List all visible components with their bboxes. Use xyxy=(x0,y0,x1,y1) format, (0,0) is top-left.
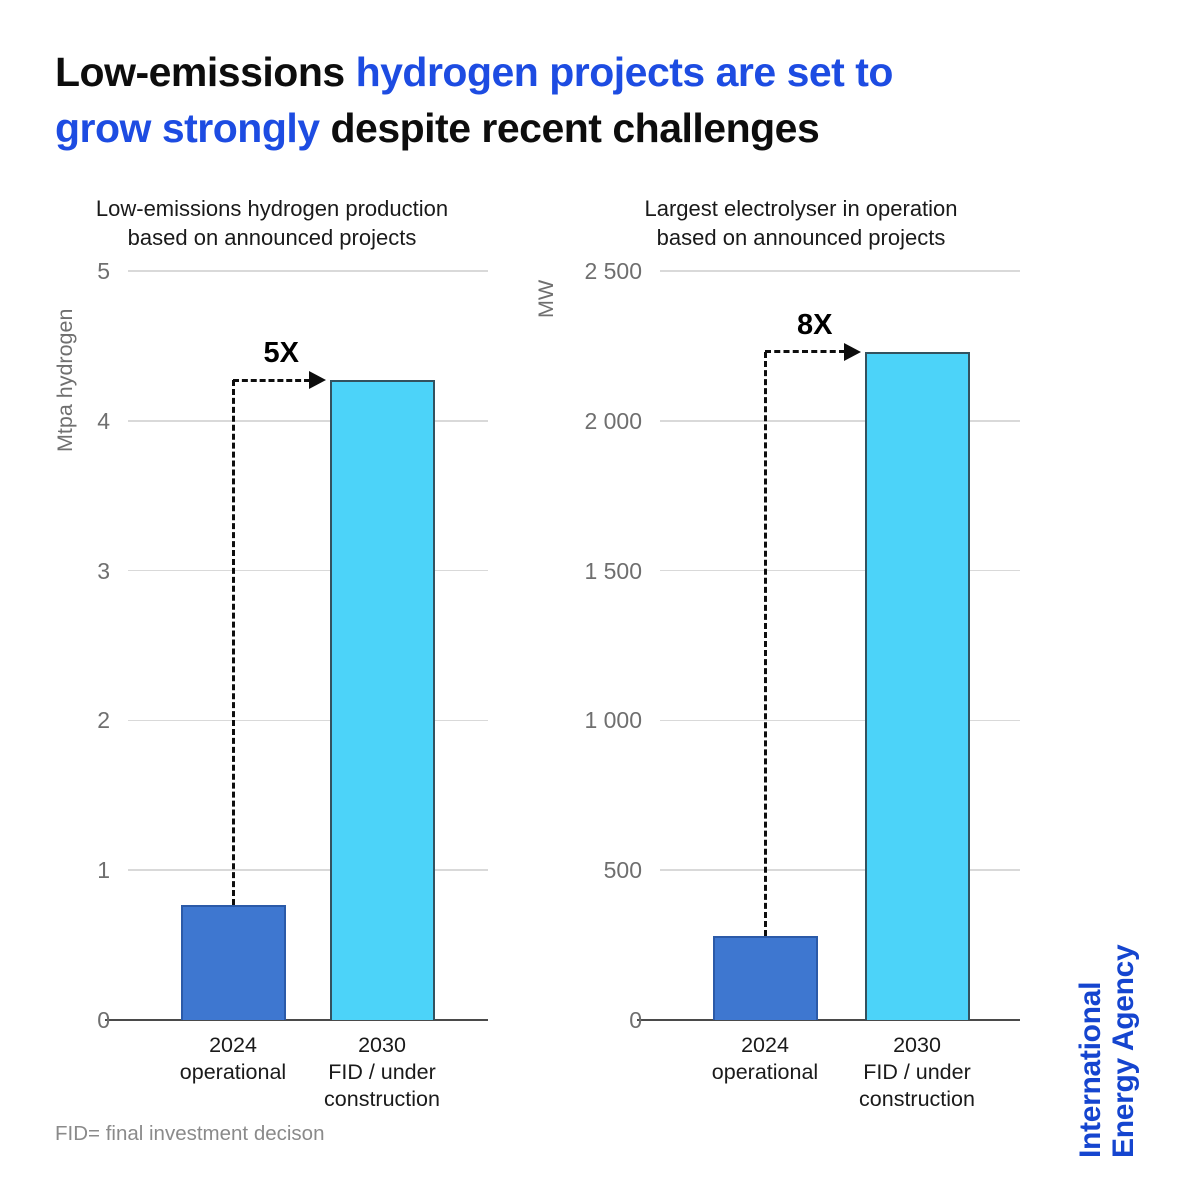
title-accent-2: grow strongly xyxy=(55,105,320,151)
page-title: Low-emissions hydrogen projects are set … xyxy=(55,44,1115,156)
chart-right-gridline-1000 xyxy=(660,719,1020,722)
chart-left-y-tick-3: 3 xyxy=(97,557,110,584)
chart-right-bar-2024 xyxy=(712,936,818,1020)
chart-right-annotation-dash-vertical xyxy=(763,351,767,937)
chart-left-annotation-dash-horizontal xyxy=(233,378,310,382)
chart-left-y-tick-5: 5 xyxy=(97,258,110,284)
chart-left-x-label-2030: 2030 FID / under construction xyxy=(267,1032,497,1113)
chart-left-subtitle: Low-emissions hydrogen production based o… xyxy=(12,194,532,252)
chart-left-bar-2024 xyxy=(180,904,286,1020)
chart-right-x-label-line-1: 2030 xyxy=(893,1033,941,1057)
chart-left-gridline-4 xyxy=(128,420,488,422)
chart-right-gridline-2500 xyxy=(660,270,1020,272)
chart-right-x-label-line-2: FID / under xyxy=(863,1060,971,1084)
chart-right-y-tick-0: 0 xyxy=(629,1007,642,1033)
title-black-2: despite recent challenges xyxy=(319,105,820,151)
chart-right-gridline-2000 xyxy=(660,420,1020,422)
chart-right-x-label-line-3: construction xyxy=(859,1087,975,1111)
title-black-1: Low-emissions xyxy=(55,49,356,95)
chart-right-annotation-arrowhead xyxy=(843,342,861,361)
chart-left-y-tick-4: 4 xyxy=(97,407,110,434)
chart-right-subtitle: Largest electrolyser in operation based o… xyxy=(541,194,1061,252)
chart-left-annotation-dash-vertical xyxy=(231,380,235,905)
chart-left-y-tick-0: 0 xyxy=(97,1007,110,1033)
footnote: FID= final investment decison xyxy=(55,1122,325,1145)
chart-left-bar-2030 xyxy=(329,380,435,1020)
chart-left-gridline-3 xyxy=(128,569,488,572)
chart-left-x-label-line-2: FID / under xyxy=(328,1060,436,1084)
chart-right-annotation-label: 8X xyxy=(797,308,833,341)
chart-right-x-label-2030: 2030 FID / under construction xyxy=(802,1032,1032,1113)
chart-left-y-tick-1: 1 xyxy=(97,857,110,884)
chart-right-x-label-line-2: operational xyxy=(711,1060,819,1084)
chart-right-gridline-500 xyxy=(660,869,1020,871)
chart-right-y-tick-2000: 2 000 xyxy=(584,407,642,434)
title-accent-1: hydrogen projects are set to xyxy=(355,49,894,95)
chart-right-bar-2030 xyxy=(864,351,970,1020)
title-line-1: Low-emissions hydrogen projects are set … xyxy=(55,44,1115,100)
chart-left-annotation-arrowhead xyxy=(308,371,326,390)
chart-right-x-axis-line xyxy=(637,1018,1020,1022)
chart-right-y-tick-1000: 1 000 xyxy=(584,707,642,734)
chart-left-y-tick-2: 2 xyxy=(97,707,110,734)
chart-right-annotation-dash-horizontal xyxy=(765,350,845,354)
chart-left-gridline-1 xyxy=(128,869,488,871)
chart-left-x-axis-line xyxy=(105,1018,488,1022)
chart-right-gridline-1500 xyxy=(660,569,1020,572)
chart-left-x-label-line-1: 2030 xyxy=(358,1033,406,1057)
chart-left-x-label-line-3: construction xyxy=(324,1087,440,1111)
iea-logo-line-1: International xyxy=(1074,981,1107,1158)
chart-left-subtitle-line-2: based on announced projects xyxy=(127,225,417,250)
chart-left-x-label-line-2: operational xyxy=(179,1060,287,1084)
chart-right-subtitle-line-2: based on announced projects xyxy=(656,225,946,250)
chart-left-x-label-line-1: 2024 xyxy=(209,1033,257,1057)
chart-right-x-label-2024: 2024 operational xyxy=(650,1032,880,1086)
iea-logo-line-2: Energy Agency xyxy=(1107,944,1140,1158)
chart-left-subtitle-line-1: Low-emissions hydrogen production xyxy=(95,196,449,221)
iea-logo-text: International Energy Agency xyxy=(1074,904,1140,1158)
chart-left-x-label-2024: 2024 operational xyxy=(118,1032,348,1086)
chart-left-annotation-label: 5X xyxy=(263,337,299,370)
chart-right-y-tick-1500: 1 500 xyxy=(584,557,642,584)
title-line-2: grow strongly despite recent challenges xyxy=(55,100,1115,156)
chart-right-y-tick-2500: 2 500 xyxy=(584,258,642,284)
chart-left-gridline-5 xyxy=(128,270,488,272)
chart-right-y-tick-500: 500 xyxy=(603,857,642,884)
chart-right-subtitle-line-1: Largest electrolyser in operation xyxy=(644,196,958,221)
chart-left-gridline-2 xyxy=(128,719,488,722)
chart-right-x-label-line-1: 2024 xyxy=(741,1033,789,1057)
